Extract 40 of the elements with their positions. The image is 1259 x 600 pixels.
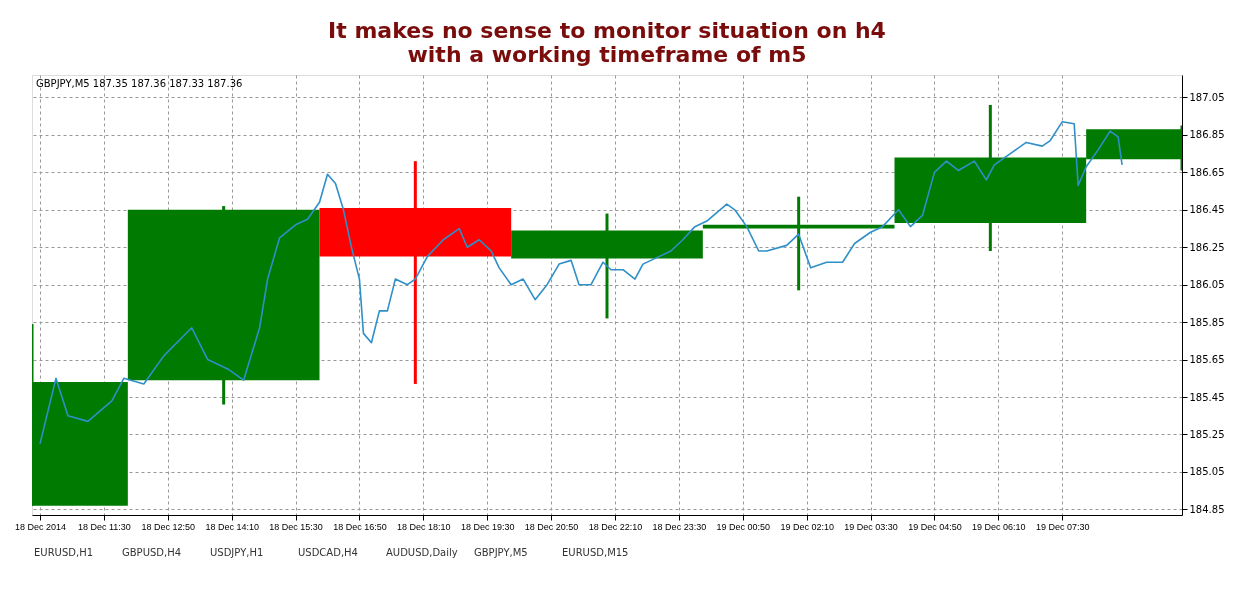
x-tick-label: 19 Dec 03:30 (844, 521, 898, 532)
y-tick-label: 185.85 (1189, 316, 1225, 328)
text: USDCAD,H4 (298, 547, 358, 558)
text: with a working timeframe of m5 (407, 42, 807, 67)
text: EURUSD,H1 (34, 547, 94, 558)
y-tick-label: 185.65 (1189, 354, 1225, 366)
x-tick-label: 18 Dec 22:10 (588, 521, 643, 532)
x-tick-label: 18 Dec 11:30 (77, 521, 131, 532)
x-tick-label: 18 Dec 15:30 (269, 521, 323, 532)
x-tick-label: 18 Dec 19:30 (460, 521, 515, 532)
x-tick-label: 18 Dec 16:50 (333, 521, 387, 532)
y-tick-label: 184.85 (1189, 503, 1225, 515)
x-tick-label: 19 Dec 07:30 (1035, 521, 1090, 532)
x-tick-label: 19 Dec 04:50 (908, 521, 962, 532)
text: GBPUSD,H4 (122, 547, 182, 558)
x-tick-label: 18 Dec 23:30 (652, 521, 707, 532)
y-tick-label: 185.45 (1189, 391, 1225, 403)
text: USDJPY,H1 (210, 547, 264, 558)
y-tick-label: 186.45 (1189, 204, 1225, 216)
x-tick-label: 19 Dec 02:10 (780, 521, 834, 532)
text: GBPJPY,M5 (474, 547, 528, 558)
annotation: GBPJPY,M5 187.35 187.36 187.33 187.36 (36, 78, 243, 89)
y-tick-label: 186.25 (1189, 241, 1225, 253)
y-tick-label: 186.85 (1189, 129, 1225, 141)
x-tick-label: 18 Dec 14:10 (205, 521, 259, 532)
x-tick-label: 18 Dec 20:50 (524, 521, 579, 532)
x-tick-label: 18 Dec 12:50 (141, 521, 196, 532)
y-tick-label: 185.25 (1189, 428, 1225, 440)
y-tick-label: 186.65 (1189, 166, 1225, 178)
text: AUDUSD,Daily (386, 547, 458, 558)
x-tick-label: 19 Dec 06:10 (972, 521, 1026, 532)
text: EURUSD,M15 (562, 547, 629, 558)
x-tick-label: 18 Dec 2014 (14, 521, 67, 532)
y-tick-label: 185.05 (1189, 466, 1225, 478)
x-tick-label: 18 Dec 18:10 (397, 521, 451, 532)
x-tick-label: 19 Dec 00:50 (716, 521, 771, 532)
y-tick-label: 186.05 (1189, 279, 1225, 291)
y-tick-label: 187.05 (1189, 91, 1225, 103)
line-series (39, 121, 1123, 445)
text: It makes no sense to monitor situation on h4 (328, 18, 886, 43)
